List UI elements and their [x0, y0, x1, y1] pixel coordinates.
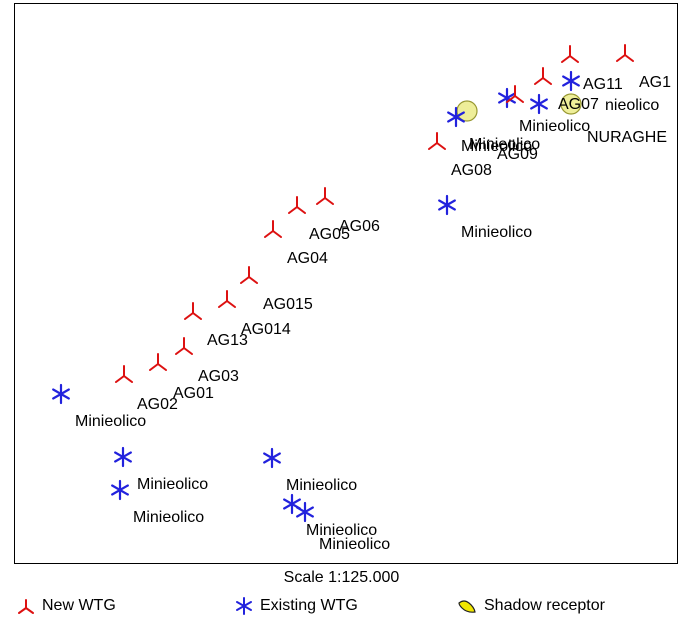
new-wtg-marker[interactable]	[175, 337, 193, 355]
map-canvas: NURAGHEnieolicoMinieolicoMinieolicoMinie…	[52, 44, 671, 553]
legend-new-wtg-label: New WTG	[42, 597, 116, 614]
new-wtg-marker[interactable]	[561, 45, 579, 63]
existing-wtg-marker[interactable]	[283, 493, 301, 515]
shadow-receptor-label: NURAGHE	[587, 129, 667, 146]
new-wtg-marker[interactable]	[240, 266, 258, 284]
legend-shadow-receptor-label: Shadow receptor	[484, 597, 605, 614]
existing-wtg-marker[interactable]	[114, 446, 132, 468]
new-wtg-marker[interactable]	[115, 365, 133, 383]
existing-wtg-label: Minieolico	[319, 536, 390, 553]
new-wtg-label: AG09	[497, 146, 538, 163]
existing-wtg-label: Minieolico	[133, 509, 204, 526]
map-view[interactable]: NURAGHE nieolico Minieolico Minieolico Minie…	[14, 3, 678, 564]
new-wtg-label: AG05	[309, 226, 350, 243]
new-wtg-label: AG07	[558, 96, 599, 113]
existing-wtg-marker[interactable]	[438, 194, 456, 216]
new-wtg-label: AG04	[287, 250, 328, 267]
shadow-receptor-icon	[456, 100, 478, 122]
new-wtg-label: AG02	[137, 396, 178, 413]
new-wtg-marker[interactable]	[218, 290, 236, 308]
existing-wtg-marker[interactable]	[52, 383, 70, 405]
new-wtg-symbol-icon	[18, 599, 34, 614]
new-wtg-marker[interactable]	[316, 187, 334, 205]
new-wtg-marker[interactable]	[149, 353, 167, 371]
new-wtg-label: AG11	[583, 76, 623, 93]
shadow-receptor-marker[interactable]	[560, 93, 582, 115]
shadow-receptor-marker[interactable]	[456, 100, 478, 122]
existing-wtg-marker[interactable]	[562, 70, 580, 92]
existing-wtg-label: nieolico	[605, 97, 659, 114]
new-wtg-marker[interactable]	[288, 196, 306, 214]
new-wtg-marker[interactable]	[428, 132, 446, 150]
new-wtg-label: AG13	[207, 332, 248, 349]
existing-wtg-marker[interactable]	[111, 479, 129, 501]
existing-wtg-marker[interactable]	[530, 93, 548, 115]
new-wtg-marker[interactable]	[264, 220, 282, 238]
new-wtg-marker[interactable]	[184, 302, 202, 320]
map-scale: Scale 1:125.000	[283, 569, 400, 586]
new-wtg-marker[interactable]	[616, 44, 634, 62]
new-wtg-label: AG01	[173, 385, 214, 402]
shadow-receptor-symbol-icon	[458, 600, 476, 613]
existing-wtg-marker[interactable]	[498, 87, 516, 109]
shadow-receptor-icon	[560, 93, 582, 115]
new-wtg-label: AG1	[639, 74, 671, 91]
legend-existing-wtg: Existing WTG	[234, 594, 358, 618]
existing-wtg-label: Minieolico	[461, 224, 532, 241]
existing-wtg-label: Minieolico	[461, 138, 532, 155]
new-wtg-label: AG08	[451, 162, 492, 179]
existing-wtg-label: Minieolico	[306, 522, 377, 539]
new-wtg-label: AG06	[339, 218, 380, 235]
existing-wtg-label: Minieolico	[519, 118, 590, 135]
existing-wtg-label: Minieolico	[286, 477, 357, 494]
existing-wtg-marker[interactable]	[447, 106, 465, 128]
existing-wtg-label: Minieolico	[137, 476, 208, 493]
legend-shadow-receptor: Shadow receptor	[456, 594, 605, 618]
new-wtg-label: AG03	[198, 368, 239, 385]
existing-wtg-label: Minieolico	[75, 413, 146, 430]
new-wtg-label: AG014	[241, 321, 291, 338]
new-wtg-marker[interactable]	[506, 85, 524, 103]
existing-wtg-symbol-icon	[236, 597, 252, 615]
existing-wtg-marker[interactable]	[296, 501, 314, 523]
existing-wtg-label: Minieolico	[469, 136, 540, 153]
existing-wtg-marker[interactable]	[263, 447, 281, 469]
new-wtg-label: AG015	[263, 296, 313, 313]
new-wtg-marker[interactable]	[534, 67, 552, 85]
legend-existing-wtg-label: Existing WTG	[260, 597, 358, 614]
legend-new-wtg: New WTG	[16, 594, 116, 618]
